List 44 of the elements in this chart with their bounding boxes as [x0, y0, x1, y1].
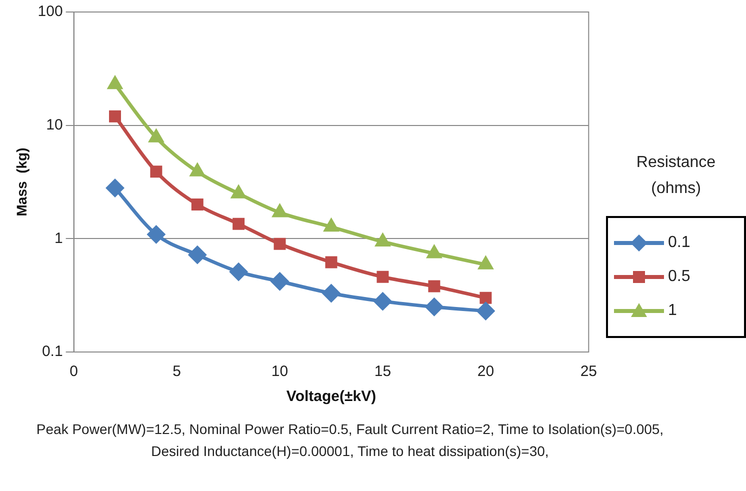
point	[376, 234, 390, 246]
x-axis-title: Voltage(±kV)	[286, 388, 376, 406]
point	[150, 166, 162, 178]
point	[274, 238, 286, 250]
point	[232, 186, 246, 198]
y-axis-title: Mass (kg)	[13, 148, 30, 216]
point	[272, 204, 287, 218]
point	[271, 272, 289, 290]
point	[476, 302, 494, 320]
point	[428, 280, 440, 292]
y-tick-label: 0.1	[42, 343, 63, 360]
x-tick-label: 25	[580, 363, 597, 380]
point	[147, 226, 165, 244]
point	[374, 292, 392, 310]
legend-title: Resistance (ohms)	[635, 153, 717, 199]
y-tick-label: 100	[38, 3, 63, 20]
x-tick-label: 15	[374, 363, 392, 380]
x-tick-label: 10	[271, 363, 288, 380]
point	[376, 270, 389, 283]
point	[324, 219, 338, 232]
point	[106, 179, 124, 197]
legend-label: 1	[668, 302, 677, 320]
legend-label: 0.1	[668, 234, 690, 252]
point	[188, 246, 206, 264]
legend-label: 0.5	[668, 268, 690, 286]
point	[325, 256, 338, 268]
x-tick-label: 5	[172, 363, 181, 380]
point	[108, 76, 122, 90]
point	[478, 256, 493, 270]
point	[149, 130, 164, 142]
x-tick-label: 20	[477, 363, 494, 380]
point	[232, 218, 245, 230]
x-tick-label: 0	[70, 363, 78, 380]
point	[190, 164, 204, 176]
y-tick-label: 10	[46, 116, 63, 134]
point	[191, 198, 204, 211]
point	[109, 110, 122, 122]
point	[480, 292, 492, 304]
point	[427, 246, 442, 258]
point	[322, 284, 340, 302]
text: Peak Power(MW)=12.5, Nominal Power Ratio=0.5, Fault Current Ratio=2, Time to Isolation(s)=0.005, Desired Inductance(H)=0.00001, Time to heat dissipation(s)=30,	[35, 420, 665, 461]
point	[230, 263, 248, 281]
y-tick-label: 1	[54, 230, 63, 247]
point	[425, 298, 443, 316]
